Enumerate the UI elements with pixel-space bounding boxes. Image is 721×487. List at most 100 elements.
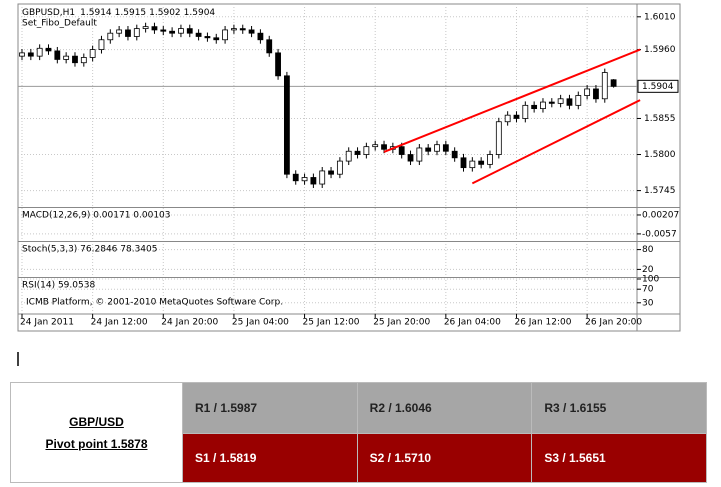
x-tick-label: 24 Jan 2011 (20, 318, 74, 328)
candle-body (54, 50, 61, 60)
candle-body (425, 147, 432, 152)
pair: GBP/USD (69, 414, 124, 429)
y-tick-label: 30 (642, 298, 654, 308)
x-tick-label: 26 Jan 20:00 (585, 318, 642, 328)
close-value: 1.5904 (184, 8, 216, 18)
last-price-label: 1.5904 (642, 82, 674, 92)
candle-body (381, 144, 387, 150)
candle-body (407, 154, 414, 162)
y-tick-label: 80 (642, 245, 654, 255)
chart-subtitle: Set_Fibo_Default (22, 19, 97, 29)
pair-cell: GBP/USD Pivot point 1.5878 (10, 382, 183, 483)
cell: S1 / 1.5819 (182, 433, 358, 483)
candle-body (36, 47, 43, 57)
y-tick-label: 1.5800 (644, 150, 676, 160)
last-price-box (637, 79, 679, 93)
candle-body (125, 29, 131, 37)
candle-body (80, 57, 87, 64)
candle-body (213, 37, 220, 41)
cell: S2 / 1.5710 (356, 433, 533, 483)
candle-body (178, 28, 184, 34)
candle-body (204, 36, 211, 39)
candle-body (222, 29, 228, 41)
candle-body (133, 28, 140, 37)
panel-title: Stoch(5,3,3) 76.2846 78.3405 (22, 245, 157, 255)
candle-body (319, 170, 326, 185)
candle-body (513, 114, 520, 119)
candle-body (142, 26, 149, 30)
candle-body (186, 28, 193, 34)
cell: S3 / 1.5651 (531, 433, 707, 483)
candle-body (19, 52, 25, 57)
high-value: 1.5915 (115, 8, 147, 18)
candle-body (548, 101, 555, 104)
panel-title: MACD(12,26,9) 0.00171 0.00103 (22, 211, 171, 221)
candle-body (301, 177, 308, 182)
candle-body (266, 39, 273, 54)
low-value: 1.5902 (149, 8, 181, 18)
candle-body (45, 47, 52, 52)
y-tick-label: 100 (642, 275, 659, 285)
y-tick-label: 0.00207 (642, 210, 679, 220)
y-tick-label: 70 (642, 285, 654, 295)
candle-body (504, 114, 511, 123)
trendline (471, 99, 641, 185)
x-tick-label: 24 Jan 20:00 (161, 318, 218, 328)
y-tick-label: -0.0057 (642, 229, 677, 239)
cell: R2 / 1.6046 (356, 382, 533, 434)
panel-title: RSI(14) 59.0538 (22, 281, 95, 291)
candle-body (416, 147, 423, 162)
candle-body (566, 98, 573, 106)
x-tick-label: 26 Jan 12:00 (514, 318, 571, 328)
candle-body (460, 157, 467, 169)
x-tick-label: 24 Jan 12:00 (91, 318, 148, 328)
candle-body (195, 32, 202, 37)
candle-body (540, 101, 546, 110)
candle-body (292, 173, 299, 182)
candle-body (469, 160, 476, 169)
candle-body (160, 29, 167, 32)
x-tick-label: 26 Jan 04:00 (444, 318, 501, 328)
chart-frame (17, 3, 681, 332)
candle-body (248, 29, 255, 34)
open-value: 1.5914 (80, 8, 112, 18)
candle-body (27, 52, 34, 57)
pivot: Pivot point 1.5878 (45, 436, 148, 451)
candle-body (593, 88, 599, 100)
x-tick-label: 25 Jan 12:00 (303, 318, 360, 328)
candle-body (275, 52, 281, 77)
candle-body (239, 28, 246, 31)
y-tick-label: 1.5960 (644, 45, 676, 55)
candle-body (257, 32, 264, 41)
x-tick-label: 25 Jan 20:00 (373, 318, 430, 328)
candle-body (487, 154, 493, 165)
y-tick-label: 1.5745 (644, 186, 676, 196)
footer: ICMB Platform, © 2001-2010 MetaQuotes So… (26, 298, 283, 308)
candle-body (72, 55, 78, 64)
candle-body (345, 150, 352, 162)
candle-body (451, 150, 458, 159)
candle-body (328, 170, 334, 175)
chart-header: GBPUSD,H1 1.5914 1.5915 1.5902 1.5904 (22, 8, 215, 18)
cell: R1 / 1.5987 (182, 382, 358, 434)
cell: R3 / 1.6155 (531, 382, 707, 434)
candle-body (601, 72, 608, 100)
candle-body (363, 146, 370, 155)
candle-body (116, 29, 123, 34)
candle-body (354, 150, 361, 155)
candle-body (495, 121, 502, 155)
candle-body (442, 144, 449, 152)
y-tick-label: 20 (642, 265, 654, 275)
x-tick-label: 25 Jan 04:00 (232, 318, 289, 328)
candle-body (372, 144, 379, 148)
candle-body (98, 39, 105, 50)
y-tick-label: 1.6010 (644, 12, 676, 22)
symbol: GBPUSD,H1 (22, 8, 75, 18)
candle-body (531, 104, 538, 110)
candle-body (283, 75, 290, 175)
candle-body (231, 28, 237, 31)
candle-body (434, 144, 440, 152)
candle-body (151, 26, 158, 31)
candle-body (310, 177, 317, 185)
candle-body (610, 79, 617, 87)
